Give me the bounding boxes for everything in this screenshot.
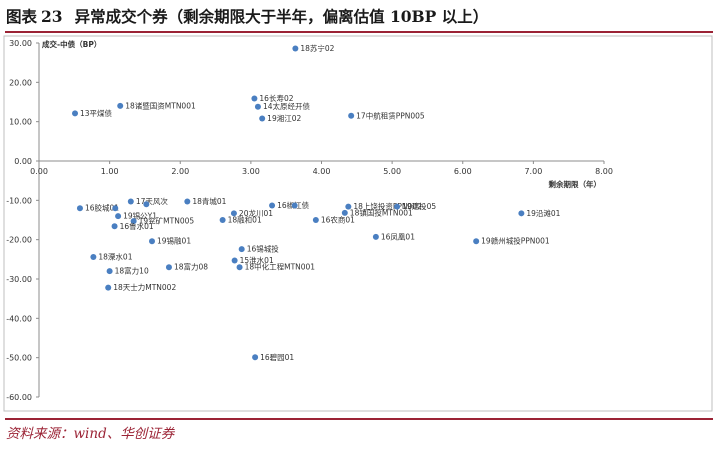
data-point: [473, 238, 480, 245]
data-point-label: 13平煤债: [80, 108, 113, 118]
x-tick-label: 0.00: [30, 167, 48, 176]
data-point: [112, 205, 119, 212]
data-point-label: 16锡城投: [247, 244, 280, 254]
data-point-label: 19建投05: [402, 201, 436, 211]
data-point: [127, 198, 134, 205]
data-point-label: 19锡融01: [157, 236, 191, 246]
data-point: [518, 210, 525, 217]
data-point-label: 17中航租赁PPN005: [356, 110, 425, 120]
data-point-label: 16胶城01: [85, 203, 119, 213]
data-point: [111, 223, 118, 230]
y-tick-label: -60.00: [6, 393, 32, 402]
x-tick-label: 2.00: [171, 167, 189, 176]
data-point: [115, 213, 122, 220]
y-tick-label: 0.00: [14, 157, 32, 166]
data-point-label: 18诸暨国资MTN001: [125, 100, 196, 110]
y-tick-label: -20.00: [6, 236, 32, 245]
data-point-label: 18天士力MTN002: [113, 282, 176, 292]
y-tick-label: 20.00: [9, 78, 32, 87]
y-tick-label: 10.00: [9, 118, 32, 127]
data-point-label: 15淮水01: [240, 255, 274, 265]
figure-label: 图表: [6, 7, 38, 26]
data-point: [184, 198, 191, 205]
y-tick-label: -10.00: [6, 196, 32, 205]
data-point-label: 16鲁水01: [120, 221, 154, 231]
data-point-label: 18镇国投MTN001: [350, 207, 413, 217]
x-tick-label: 1.00: [101, 167, 119, 176]
chart-frame: [3, 35, 713, 412]
y-tick-label: -40.00: [6, 314, 32, 323]
x-tick-label: 6.00: [454, 167, 472, 176]
data-point: [219, 217, 226, 223]
source-note: 资料来源：wind、华创证券: [6, 426, 175, 442]
data-point: [238, 246, 245, 253]
data-point: [90, 253, 97, 260]
data-point-label: 19沿滩01: [526, 208, 560, 218]
data-point: [345, 203, 352, 210]
figure-number: 23: [41, 7, 63, 26]
data-point: [72, 110, 79, 117]
data-point: [394, 203, 401, 210]
x-axis-title: 剩余期限（年）: [549, 179, 602, 189]
data-point: [106, 268, 113, 275]
data-point-label: 18苏宁02: [300, 43, 334, 53]
data-point-label: 17天风次: [136, 196, 169, 206]
data-point: [130, 218, 137, 225]
data-point-label: 19湘江02: [267, 114, 301, 123]
figure-title-text: 异常成交个券（剩余期限大于半年，偏离估值 10BP 以上）: [74, 7, 489, 26]
data-point: [76, 205, 83, 212]
y-tick-label: -50.00: [6, 354, 32, 363]
data-point: [105, 284, 112, 291]
data-point-label: 18富力08: [174, 262, 208, 272]
data-point-label: 18中化工程MTN001: [245, 262, 316, 272]
data-point: [117, 102, 124, 109]
data-point: [236, 264, 243, 271]
data-point-label: 16长寿02: [259, 93, 293, 103]
data-point: [143, 201, 150, 208]
data-point: [348, 112, 355, 119]
data-point: [372, 233, 379, 240]
data-point-label: 18融和01: [228, 215, 262, 225]
x-tick-label: 4.00: [313, 167, 331, 176]
data-point-label: 20龙川01: [239, 208, 273, 218]
data-point-label: 16碧园01: [260, 352, 294, 362]
data-point-label: 16凤凰01: [381, 232, 415, 241]
x-tick-label: 3.00: [242, 167, 260, 176]
data-point: [165, 264, 172, 271]
y-axis-title: 成交-中债（BP）: [42, 39, 101, 49]
data-point-label: 19锡公Y1: [123, 212, 157, 221]
data-point-label: 19赣州城投PPN001: [481, 236, 550, 246]
figure-title: 图表 23 异常成交个券（剩余期限大于半年，偏离估值 10BP 以上）: [6, 4, 711, 30]
y-tick-label: -30.00: [6, 275, 32, 284]
data-point-label: 18溧水01: [98, 251, 132, 261]
data-point-label: 18富力10: [115, 266, 149, 276]
title-rule: [5, 31, 713, 33]
x-tick-label: 8.00: [595, 167, 613, 176]
scatter-chart: 30.00 20.00 10.00 0.00 -10.00 -20.00 -30.00 -40…: [3, 35, 713, 412]
data-point-label: 14太原经开债: [263, 101, 311, 111]
data-point: [291, 202, 298, 209]
data-point: [149, 238, 155, 245]
data-point: [259, 115, 266, 122]
data-point-label: 18上饶投资PPN002: [353, 201, 422, 211]
data-point: [254, 103, 261, 110]
source-rule: [5, 418, 713, 420]
data-point: [312, 217, 319, 223]
data-point-label: 18青城01: [192, 196, 226, 206]
data-point-label: 19兖矿MTN005: [139, 216, 195, 226]
data-point: [341, 209, 348, 216]
data-point-label: 16农商01: [321, 215, 355, 225]
data-point: [231, 257, 238, 264]
data-point: [251, 95, 258, 102]
data-point: [252, 354, 259, 361]
data-point: [269, 202, 276, 209]
x-tick-label: 7.00: [524, 167, 542, 176]
x-tick-label: 5.00: [383, 167, 401, 176]
data-point: [292, 45, 299, 52]
y-tick-label: 30.00: [9, 39, 32, 48]
data-point: [230, 210, 237, 217]
